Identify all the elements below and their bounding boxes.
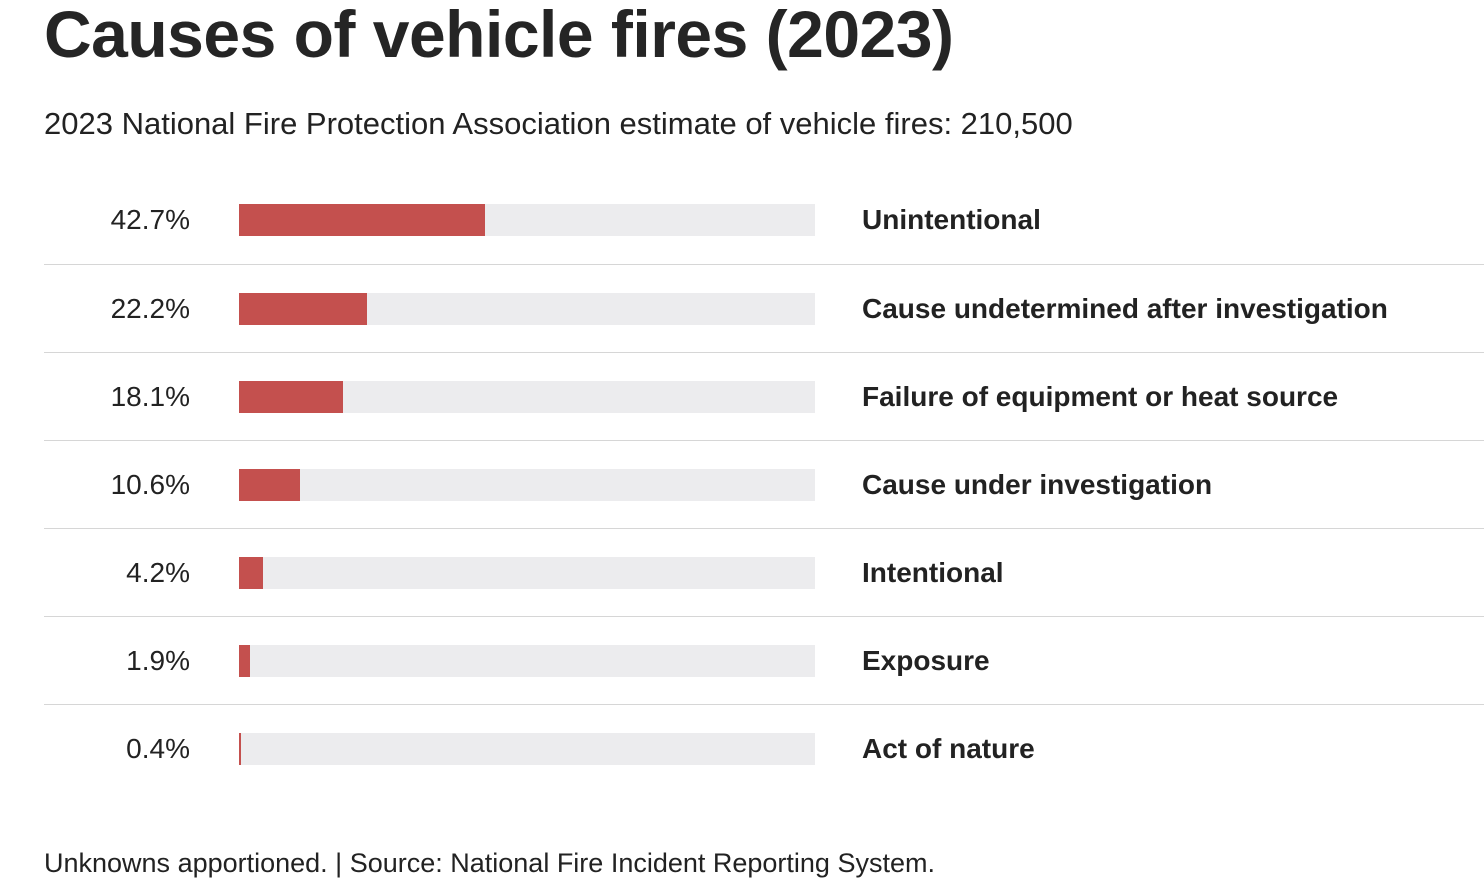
- bar: [239, 204, 485, 236]
- category-label: Unintentional: [862, 204, 1041, 235]
- chart-subtitle: 2023 National Fire Protection Associatio…: [44, 106, 1073, 141]
- bar-row: 10.6% Cause under investigation: [44, 440, 1484, 528]
- bar-row: 4.2% Intentional: [44, 528, 1484, 616]
- bar-row: 22.2% Cause undetermined after investigat…: [44, 264, 1484, 352]
- bar-value-label: 0.4%: [126, 733, 190, 764]
- bar-track: [239, 293, 815, 325]
- category-label: Exposure: [862, 645, 990, 676]
- bar-value-label: 1.9%: [126, 645, 190, 676]
- bar-track: [239, 645, 815, 677]
- chart-title: Causes of vehicle fires (2023): [44, 0, 954, 71]
- bar: [239, 381, 344, 413]
- bar: [239, 733, 242, 765]
- category-label: Intentional: [862, 557, 1004, 588]
- bar-row: 0.4% Act of nature: [44, 704, 1484, 792]
- bar: [239, 469, 301, 501]
- bar-chart: 42.7% Unintentional 22.2% Cause undetermine…: [44, 176, 1484, 792]
- category-label: Cause undetermined after investigation: [862, 293, 1388, 324]
- bar-value-label: 18.1%: [110, 381, 190, 412]
- bar-value-label: 10.6%: [110, 469, 190, 500]
- bar-track: [239, 204, 815, 236]
- bar-track: [239, 381, 815, 413]
- bar: [239, 557, 264, 589]
- bar-track: [239, 557, 815, 589]
- bar-track: [239, 733, 815, 765]
- bar-value-label: 42.7%: [110, 204, 190, 235]
- bar-row: 42.7% Unintentional: [44, 176, 1484, 264]
- bar-row: 18.1% Failure of equipment or heat source: [44, 352, 1484, 440]
- bar-row: 1.9% Exposure: [44, 616, 1484, 704]
- category-label: Act of nature: [862, 733, 1035, 764]
- bar: [239, 293, 367, 325]
- bar-value-label: 22.2%: [110, 293, 190, 324]
- category-label: Cause under investigation: [862, 469, 1213, 500]
- category-label: Failure of equipment or heat source: [862, 381, 1339, 412]
- bar-track: [239, 469, 815, 501]
- bar-value-label: 4.2%: [126, 557, 190, 588]
- chart-footnote: Unknowns apportioned. | Source: National…: [44, 848, 935, 878]
- bar: [239, 645, 250, 677]
